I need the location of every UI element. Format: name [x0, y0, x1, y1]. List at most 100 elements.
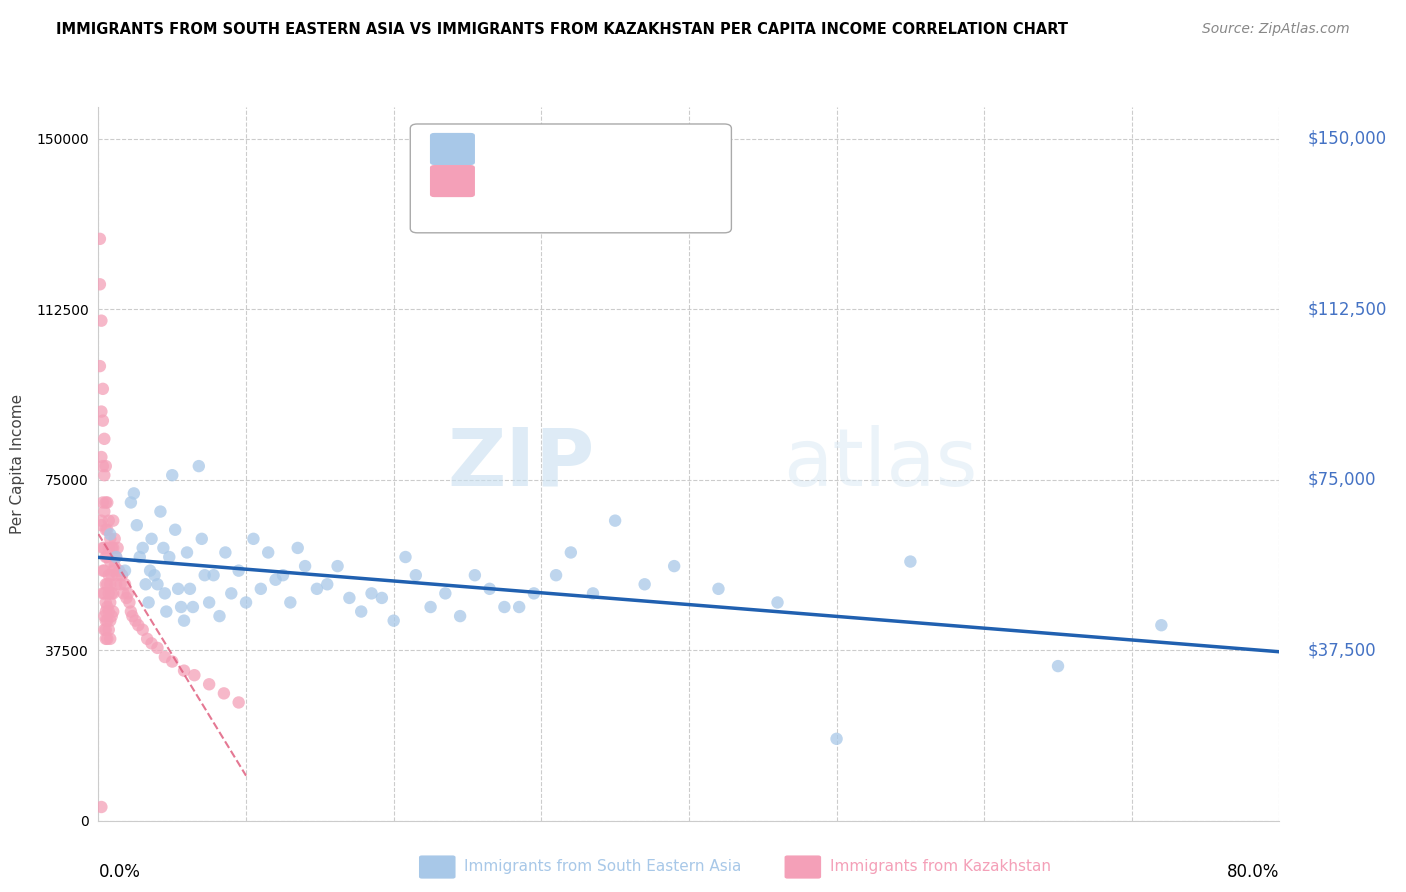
Point — [98, 527, 121, 541]
Point — [132, 623, 155, 637]
Point — [94, 632, 117, 646]
Point — [127, 618, 149, 632]
Point — [449, 609, 471, 624]
Point — [89, 359, 111, 373]
Point — [105, 549, 128, 564]
Point — [181, 600, 204, 615]
Point — [91, 459, 114, 474]
Point — [114, 564, 136, 578]
Point — [146, 640, 169, 655]
Point — [118, 595, 141, 609]
Point — [94, 577, 117, 591]
Point — [91, 382, 114, 396]
Point — [257, 545, 280, 559]
Point — [93, 564, 115, 578]
Point — [434, 586, 457, 600]
Point — [162, 655, 183, 669]
Point — [191, 532, 214, 546]
Point — [124, 614, 146, 628]
Point — [103, 605, 125, 619]
Point — [110, 577, 132, 591]
Point — [117, 586, 139, 600]
Point — [93, 586, 115, 600]
Point — [132, 541, 155, 555]
Point — [294, 559, 316, 574]
Point — [214, 545, 236, 559]
Point — [337, 591, 360, 605]
Point — [494, 600, 516, 615]
Point — [187, 459, 209, 474]
Point — [98, 577, 121, 591]
Point — [100, 541, 122, 555]
Point — [173, 614, 195, 628]
Point — [228, 696, 250, 710]
Point — [544, 568, 567, 582]
Point — [94, 459, 117, 474]
Point — [91, 586, 114, 600]
Point — [96, 495, 118, 509]
Point — [825, 731, 848, 746]
Point — [1046, 659, 1069, 673]
Point — [100, 586, 122, 600]
Point — [96, 549, 118, 564]
Point — [98, 532, 121, 546]
Text: 0.0%: 0.0% — [98, 863, 141, 881]
Point — [122, 486, 145, 500]
Point — [176, 545, 198, 559]
Point — [93, 432, 115, 446]
Point — [112, 586, 135, 600]
Point — [96, 600, 118, 615]
Point — [98, 555, 121, 569]
Point — [305, 582, 328, 596]
Point — [108, 564, 131, 578]
Text: 80.0%: 80.0% — [1227, 863, 1279, 881]
Point — [478, 582, 501, 596]
Point — [90, 800, 112, 814]
Point — [94, 614, 117, 628]
Point — [104, 532, 127, 546]
Text: R = -0.543   N = 73: R = -0.543 N = 73 — [485, 133, 634, 147]
Point — [464, 568, 486, 582]
Point — [97, 586, 120, 600]
Point — [135, 577, 157, 591]
Point — [93, 609, 115, 624]
Point — [278, 595, 302, 609]
Point — [96, 523, 118, 537]
Point — [208, 609, 231, 624]
Point — [560, 545, 582, 559]
Point — [326, 559, 349, 574]
Point — [582, 586, 605, 600]
Point — [91, 414, 114, 428]
Point — [120, 605, 142, 619]
Point — [198, 677, 221, 691]
Text: Immigrants from South Eastern Asia: Immigrants from South Eastern Asia — [464, 859, 741, 873]
Point — [100, 568, 122, 582]
Point — [97, 568, 120, 582]
Point — [316, 577, 339, 591]
Point — [97, 541, 120, 555]
Text: atlas: atlas — [783, 425, 977, 503]
Point — [94, 523, 117, 537]
Point — [633, 577, 655, 591]
Point — [97, 623, 120, 637]
Point — [105, 549, 128, 564]
Point — [382, 614, 405, 628]
Point — [508, 600, 530, 615]
Text: $112,500: $112,500 — [1308, 301, 1386, 318]
Text: $75,000: $75,000 — [1308, 471, 1376, 489]
Text: Immigrants from Kazakhstan: Immigrants from Kazakhstan — [830, 859, 1050, 873]
Point — [271, 568, 294, 582]
Point — [179, 582, 201, 596]
Point — [98, 632, 121, 646]
Point — [235, 595, 257, 609]
Point — [287, 541, 309, 555]
Point — [128, 549, 150, 564]
Point — [115, 591, 138, 605]
Point — [167, 582, 190, 596]
Point — [165, 523, 187, 537]
Point — [94, 549, 117, 564]
Point — [97, 605, 120, 619]
Point — [157, 549, 180, 564]
Text: ZIP: ZIP — [447, 425, 595, 503]
Point — [394, 549, 416, 564]
